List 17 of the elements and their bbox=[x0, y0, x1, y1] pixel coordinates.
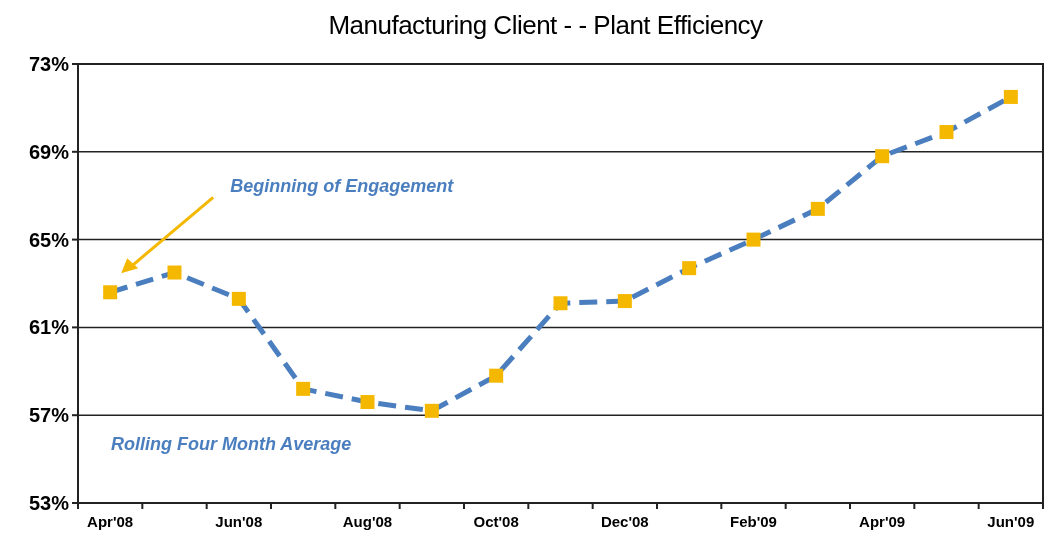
y-tick-label: 53% bbox=[28, 492, 70, 514]
y-tick-label: 61% bbox=[28, 316, 70, 339]
x-tick-label: Apr'08 bbox=[87, 513, 134, 530]
x-tick-label: Aug'08 bbox=[342, 513, 393, 530]
x-tick-label: Jun'08 bbox=[215, 513, 263, 530]
y-tick-label: 69% bbox=[28, 140, 70, 163]
chart-title: Manufacturing Client - - Plant Efficiency bbox=[328, 10, 764, 40]
annotation: Rolling Four Month Average bbox=[111, 434, 352, 454]
y-tick-label: 57% bbox=[28, 404, 70, 427]
x-tick-label: Apr'09 bbox=[859, 513, 906, 530]
y-tick-label: 65% bbox=[28, 228, 70, 251]
x-tick-label: Jun'09 bbox=[987, 513, 1035, 530]
y-tick-label: 73% bbox=[28, 53, 70, 75]
x-tick-label: Dec'08 bbox=[600, 513, 649, 530]
annotation: Beginning of Engagement bbox=[230, 176, 455, 197]
x-tick-label: Feb'09 bbox=[730, 513, 777, 530]
x-tick-label: Oct'08 bbox=[473, 513, 519, 530]
